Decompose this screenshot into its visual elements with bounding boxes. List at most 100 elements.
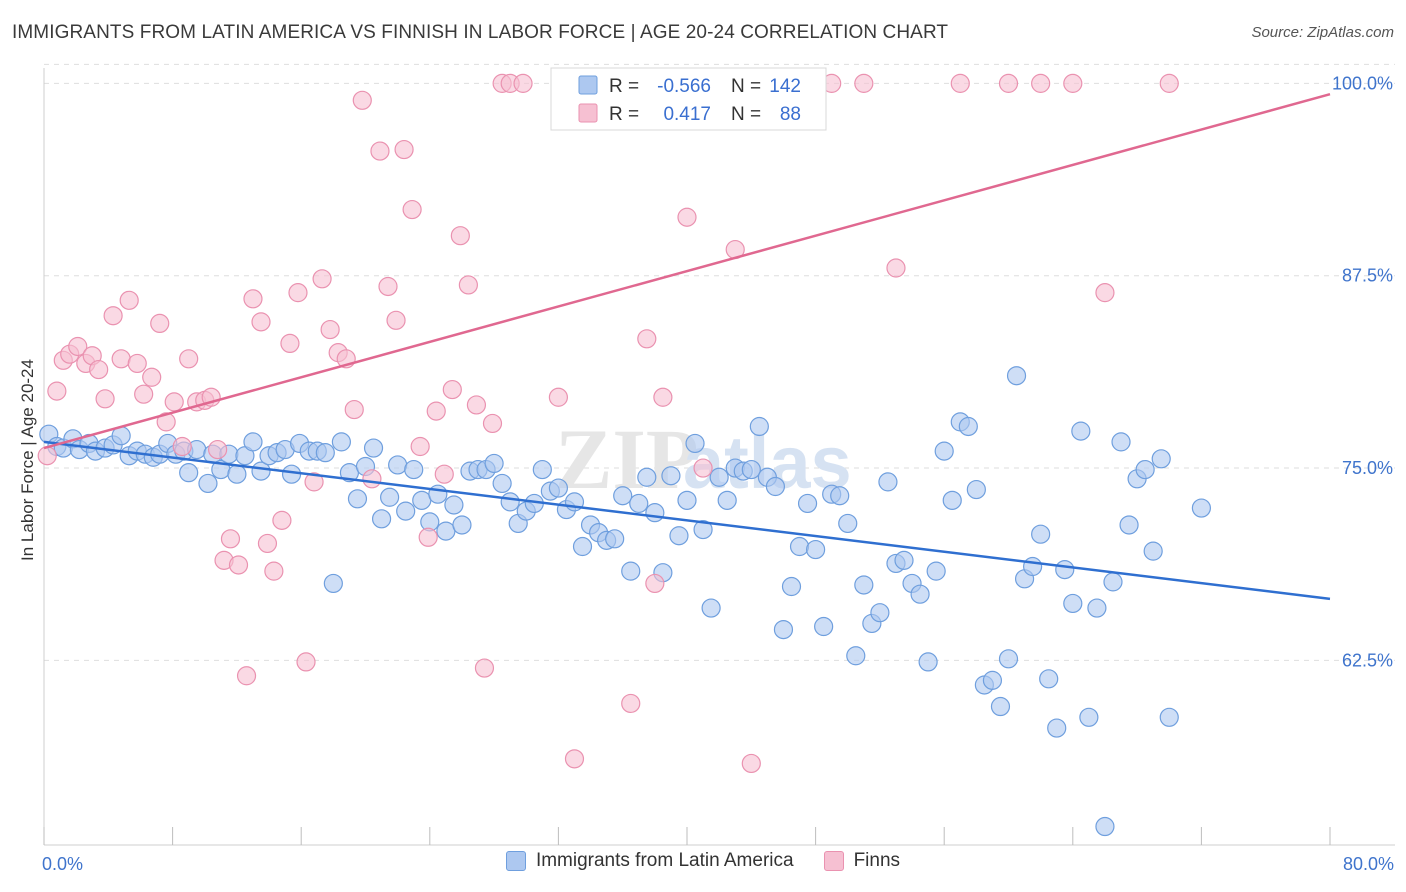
point-s1-71 <box>677 207 697 227</box>
point-s0-67 <box>572 536 593 557</box>
point-s0-97 <box>814 616 834 637</box>
point-s1-4 <box>68 336 88 357</box>
point-s0-133 <box>1103 572 1123 592</box>
point-s0-73 <box>621 561 641 581</box>
point-s0-45 <box>396 501 416 521</box>
point-s1-85 <box>1159 73 1179 93</box>
point-s1-54 <box>450 226 470 246</box>
point-s0-120 <box>998 649 1019 669</box>
legend-n-label-1: N = <box>731 76 761 97</box>
y-tick-label-1: 75.0% <box>1342 458 1393 478</box>
point-s1-69 <box>645 573 665 594</box>
point-s0-111 <box>926 561 946 581</box>
point-s0-126 <box>1047 718 1067 738</box>
point-s0-116 <box>966 479 986 500</box>
point-s0-127 <box>1055 559 1075 580</box>
point-s0-78 <box>661 466 681 486</box>
point-s1-70 <box>653 387 673 407</box>
scatter-points <box>37 73 1212 837</box>
point-s0-112 <box>934 441 954 461</box>
point-s0-125 <box>1039 669 1059 689</box>
point-s0-128 <box>1063 593 1083 614</box>
point-s1-23 <box>208 439 228 460</box>
point-s0-44 <box>388 455 408 475</box>
trend-lines <box>43 92 1331 601</box>
point-s0-102 <box>854 575 874 595</box>
point-s0-80 <box>677 490 697 510</box>
point-s1-63 <box>564 749 585 769</box>
point-s1-37 <box>312 269 332 289</box>
point-s1-35 <box>296 652 316 672</box>
point-s1-0 <box>37 446 57 466</box>
legend-item-finns: Finns <box>823 850 901 872</box>
point-s1-46 <box>386 310 406 330</box>
trend-line-0 <box>43 440 1331 601</box>
point-s1-82 <box>998 73 1019 93</box>
legend-n-value-1: 142 <box>769 76 801 97</box>
point-s0-100 <box>838 513 858 534</box>
point-s1-30 <box>257 533 278 554</box>
grid-lines <box>44 63 1395 661</box>
point-s1-81 <box>950 73 970 93</box>
point-s0-138 <box>1143 541 1163 561</box>
point-s0-75 <box>637 467 657 487</box>
y-axis-title-group: In Labor Force | Age 20-24 <box>18 359 37 561</box>
legend-n-value-2: 88 <box>780 104 801 125</box>
point-s0-101 <box>846 646 866 666</box>
legend-r-value-1: -0.566 <box>657 76 711 97</box>
point-s1-62 <box>548 387 569 407</box>
point-s1-72 <box>693 458 713 478</box>
point-s0-96 <box>805 539 826 560</box>
point-s1-38 <box>320 319 340 340</box>
point-s0-99 <box>830 486 850 506</box>
point-s0-135 <box>1119 515 1139 535</box>
point-s0-110 <box>918 652 938 672</box>
y-axis-title: In Labor Force | Age 20-24 <box>18 359 37 561</box>
point-s1-67 <box>621 693 641 714</box>
point-s0-139 <box>1151 449 1171 469</box>
point-s0-35 <box>315 443 335 463</box>
point-s1-84 <box>1095 283 1115 303</box>
point-s0-91 <box>765 476 786 497</box>
point-s1-43 <box>362 469 382 489</box>
point-s1-8 <box>95 389 115 409</box>
point-s0-76 <box>645 503 665 523</box>
point-s1-16 <box>156 412 176 432</box>
point-s1-47 <box>394 139 414 160</box>
legend-label-latin-america: Immigrants from Latin America <box>535 850 794 871</box>
point-s0-137 <box>1135 459 1155 480</box>
point-s0-42 <box>371 509 392 529</box>
point-s1-26 <box>228 555 249 575</box>
legend-box: R = -0.566 N = 142 R = 0.417 N = 88 <box>550 67 827 131</box>
legend-swatch-latin-america <box>505 851 526 871</box>
point-s0-37 <box>331 432 351 452</box>
point-s0-104 <box>870 603 890 623</box>
legend-swatch-blue <box>578 75 598 95</box>
point-s0-124 <box>1031 524 1051 544</box>
point-s0-129 <box>1071 421 1091 441</box>
legend-label-finns: Finns <box>853 850 901 871</box>
point-s1-57 <box>474 658 495 678</box>
point-s1-61 <box>513 73 533 93</box>
trend-line-1 <box>43 92 1331 450</box>
point-s1-17 <box>164 392 184 412</box>
y-tick-label-0: 62.5% <box>1342 650 1393 670</box>
chart-title: IMMIGRANTS FROM LATIN AMERICA VS FINNISH… <box>12 22 949 43</box>
point-s1-53 <box>442 379 462 400</box>
y-tick-label-3: 100.0% <box>1332 73 1393 93</box>
series-legend: Immigrants from Latin America Finns <box>0 850 1406 872</box>
point-s0-58 <box>500 492 520 512</box>
point-s0-41 <box>363 438 384 458</box>
point-s0-141 <box>1191 498 1212 518</box>
point-s1-36 <box>304 472 324 492</box>
point-s0-47 <box>412 490 432 510</box>
point-s1-27 <box>236 666 257 686</box>
series-0-points <box>39 366 1212 837</box>
point-s1-52 <box>434 464 454 484</box>
point-s0-31 <box>281 464 302 484</box>
point-s0-92 <box>773 619 794 640</box>
source-credit: Source: ZipAtlas.com <box>1251 24 1394 41</box>
point-s0-24 <box>227 464 247 484</box>
point-s0-74 <box>629 493 649 514</box>
